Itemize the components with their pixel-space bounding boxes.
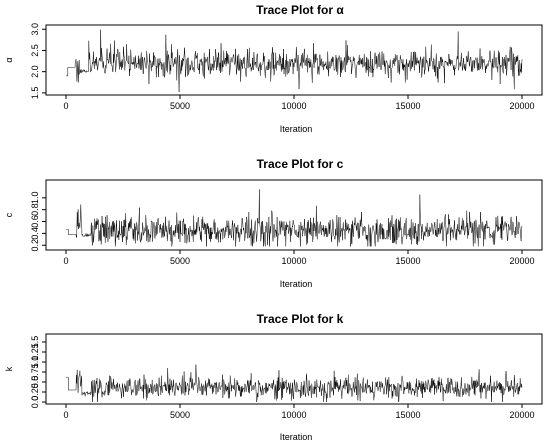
x-tick-label: 15000 [395,410,420,420]
y-tick-label: 1.5 [30,336,40,349]
x-axis-title: Iteration [280,124,313,134]
y-tick-label: 1.25 [30,343,40,361]
panel-title: Trace Plot for α [256,3,344,17]
y-axis-title: k [4,366,14,371]
panel-k: Trace Plot for k k Iteration 0 5000 10000 1… [4,312,543,442]
y-tick-label: 0.75 [30,363,40,381]
x-tick-label: 0 [63,101,68,111]
x-tick-label: 5000 [170,101,190,111]
x-tick-label: 5000 [170,256,190,266]
y-tick-label: 2.5 [30,44,40,57]
x-ticks: 0 5000 10000 15000 20000 [63,404,535,420]
panel-title: Trace Plot for k [257,312,344,326]
x-tick-label: 20000 [509,410,534,420]
x-axis-title: Iteration [280,432,313,442]
y-ticks: 1.5 2.0 2.5 3.0 [30,23,46,99]
trace-line [66,364,523,403]
x-tick-label: 5000 [170,410,190,420]
plot-frame [45,179,543,251]
panel-title: Trace Plot for c [257,157,344,171]
trace-line [66,189,523,247]
y-tick-label: 3.0 [30,23,40,36]
y-tick-label: 0.6 [30,215,40,228]
y-ticks: 0.0 0.5 1.0 1.5 0.25 0.75 1.25 [30,336,46,409]
x-tick-label: 20000 [509,256,534,266]
x-tick-label: 10000 [281,101,306,111]
x-ticks: 0 5000 10000 15000 20000 [63,95,535,111]
y-axis-title: c [4,212,14,217]
y-axis-title: α [4,57,14,62]
trace-line [66,29,523,93]
y-tick-label: 0.5 [30,376,40,389]
y-tick-label: 0.0 [30,396,40,409]
y-tick-label: 0.2 [30,239,40,252]
x-tick-label: 15000 [395,101,420,111]
x-tick-label: 0 [63,410,68,420]
x-tick-label: 15000 [395,256,420,266]
y-tick-label: 1.0 [30,356,40,369]
y-tick-label: 2.0 [30,65,40,78]
y-tick-label: 0.8 [30,203,40,216]
x-ticks: 0 5000 10000 15000 20000 [63,250,535,266]
y-tick-label: 1.5 [30,87,40,100]
y-tick-label: 0.4 [30,227,40,240]
y-ticks: 0.2 0.6 1.0 0.4 0.8 [30,192,46,252]
y-tick-label: 0.25 [30,383,40,401]
x-tick-label: 0 [63,256,68,266]
x-tick-label: 10000 [281,256,306,266]
panel-alpha: Trace Plot for α α Iteration 0 5000 10000 1… [4,3,543,134]
y-tick-label: 1.0 [30,192,40,205]
x-tick-label: 10000 [281,410,306,420]
x-tick-label: 20000 [509,101,534,111]
panel-c: Trace Plot for c c Iteration 0 5000 10000 1… [4,157,543,289]
x-axis-title: Iteration [280,279,313,289]
